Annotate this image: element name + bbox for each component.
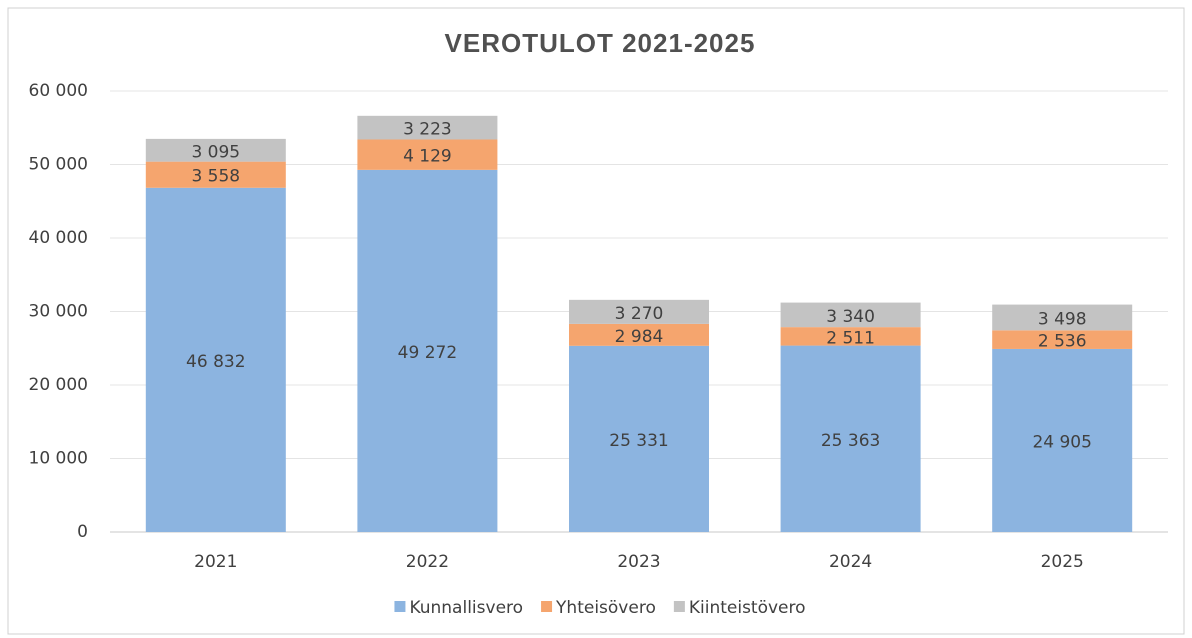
legend-label: Kiinteistövero: [689, 598, 806, 618]
y-tick-label: 10 000: [29, 449, 88, 469]
y-tick-label: 20 000: [29, 375, 88, 395]
data-label: 2 511: [826, 328, 875, 348]
x-tick-label: 2023: [617, 552, 660, 572]
data-label: 2 536: [1038, 332, 1087, 352]
x-tick-label: 2024: [829, 552, 872, 572]
data-label: 3 498: [1038, 309, 1087, 329]
bar-segment: [569, 345, 709, 532]
bar-segment: [357, 139, 498, 170]
y-tick-label: 0: [77, 522, 88, 542]
y-tick-label: 60 000: [29, 81, 88, 101]
data-label: 3 223: [403, 120, 452, 140]
x-tick-label: 2021: [194, 552, 237, 572]
bar-segment: [145, 138, 286, 162]
legend-label: Yhteisövero: [555, 598, 656, 618]
bar-segment: [780, 327, 921, 346]
data-label: 46 832: [186, 352, 245, 372]
bar-segment: [357, 169, 498, 532]
y-tick-label: 40 000: [29, 228, 88, 248]
data-label: 3 558: [191, 167, 240, 187]
data-label: 4 129: [403, 147, 452, 167]
data-label: 49 272: [398, 343, 457, 363]
chart-title: VEROTULOT 2021-2025: [445, 28, 756, 58]
bar-segment: [569, 299, 709, 324]
bar-segment: [992, 348, 1133, 532]
data-label: 3 095: [191, 142, 240, 162]
bar-segment: [780, 345, 921, 532]
x-tick-label: 2022: [406, 552, 449, 572]
data-label: 3 340: [826, 307, 875, 327]
bar-segment: [357, 115, 498, 140]
bar-segment: [569, 323, 709, 346]
legend-swatch: [541, 601, 553, 612]
bar-segment: [992, 330, 1133, 349]
legend-swatch: [394, 601, 406, 612]
data-label: 24 905: [1032, 432, 1091, 452]
bar-segment: [780, 302, 921, 328]
bar-segment: [145, 187, 286, 533]
data-label: 25 363: [821, 431, 880, 451]
bar-segment: [992, 304, 1133, 331]
bar-segment: [145, 161, 286, 188]
y-tick-label: 30 000: [29, 302, 88, 322]
x-tick-label: 2025: [1041, 552, 1084, 572]
legend-swatch: [673, 601, 685, 612]
data-label: 25 331: [609, 431, 668, 451]
y-tick-label: 50 000: [29, 155, 88, 175]
data-label: 3 270: [615, 304, 664, 324]
data-label: 2 984: [615, 327, 664, 347]
legend-label: Kunnallisvero: [409, 598, 523, 618]
